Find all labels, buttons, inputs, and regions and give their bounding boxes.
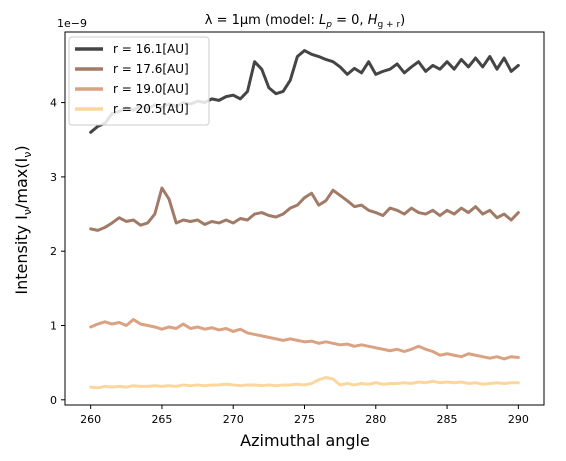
legend-label: r = 16.1[AU] <box>113 42 189 56</box>
x-tick-label: 285 <box>437 413 458 426</box>
y-tick-label: 4 <box>50 97 57 110</box>
y-axis-offset-text: 1e−9 <box>57 17 87 30</box>
series-line-4 <box>89 376 520 390</box>
legend: r = 16.1[AU] r = 17.6[AU] r = 19.0[AU] r = … <box>68 36 210 126</box>
x-tick-label: 280 <box>365 413 386 426</box>
x-axis-ticks: 260 265 270 275 280 285 290 <box>80 405 529 426</box>
legend-label: r = 20.5[AU] <box>113 102 189 116</box>
x-tick-label: 270 <box>223 413 244 426</box>
x-tick-label: 275 <box>294 413 315 426</box>
x-tick-label: 260 <box>80 413 101 426</box>
y-axis-title: Intensity Iν/max(Iν) <box>12 145 34 294</box>
series-line-3 <box>89 318 520 361</box>
series-line-2 <box>89 186 520 232</box>
x-axis-title: Azimuthal angle <box>240 431 370 450</box>
legend-label: r = 17.6[AU] <box>113 62 189 76</box>
y-tick-label: 0 <box>50 394 57 407</box>
chart-title: λ = 1μm (model: Lp = 0, Hg + r) <box>205 13 405 30</box>
y-axis-ticks: 0 1 2 3 4 <box>50 97 65 407</box>
y-tick-label: 3 <box>50 171 57 184</box>
y-tick-label: 1 <box>50 319 57 332</box>
x-tick-label: 265 <box>151 413 172 426</box>
legend-box <box>68 36 210 126</box>
x-tick-label: 290 <box>508 413 529 426</box>
legend-label: r = 19.0[AU] <box>113 82 189 96</box>
y-tick-label: 2 <box>50 245 57 258</box>
